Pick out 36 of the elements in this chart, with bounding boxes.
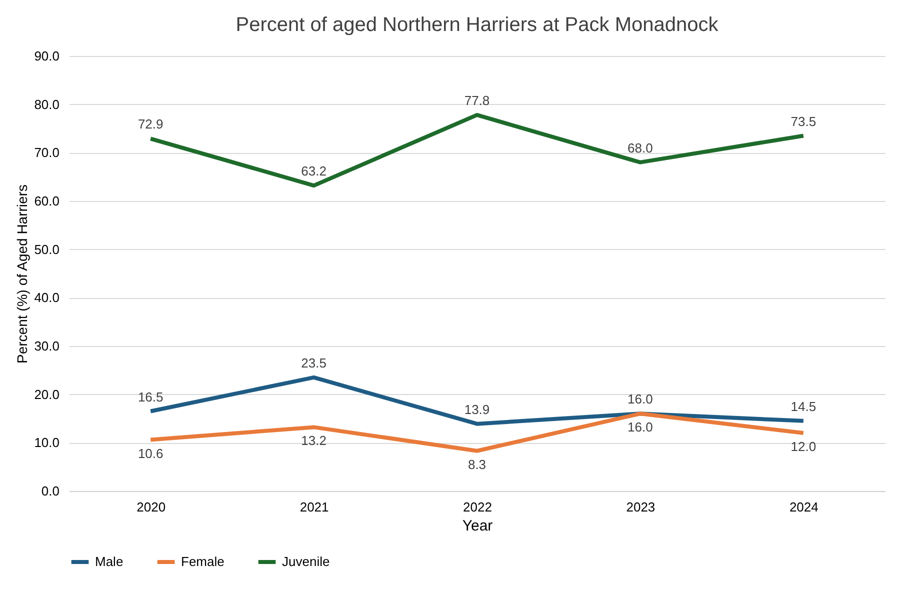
legend-label: Female bbox=[181, 554, 224, 569]
x-tick-label: 2023 bbox=[626, 500, 656, 514]
data-label: 10.6 bbox=[138, 446, 164, 461]
data-label: 14.5 bbox=[790, 398, 816, 414]
data-label: 13.2 bbox=[301, 433, 326, 448]
data-label: 8.3 bbox=[468, 456, 486, 472]
y-tick-label: 50.0 bbox=[34, 242, 60, 257]
y-tick-label: 20.0 bbox=[34, 386, 60, 402]
data-label: 23.5 bbox=[301, 355, 326, 370]
y-tick-label: 70.0 bbox=[34, 145, 60, 160]
data-label: 68.0 bbox=[628, 140, 653, 156]
y-tick-label: 40.0 bbox=[34, 290, 60, 306]
x-tick-label: 2024 bbox=[789, 500, 818, 514]
data-label: 77.8 bbox=[464, 92, 490, 108]
data-label: 13.9 bbox=[464, 402, 490, 417]
y-tick-label: 60.0 bbox=[34, 194, 60, 208]
y-tick-label: 0.0 bbox=[41, 484, 60, 498]
x-axis-title: Year bbox=[462, 518, 493, 534]
y-tick-label: 90.0 bbox=[34, 48, 60, 64]
data-label: 63.2 bbox=[301, 164, 326, 179]
legend-label: Juvenile bbox=[282, 554, 330, 569]
x-tick-label: 2020 bbox=[136, 500, 166, 514]
x-tick-label: 2021 bbox=[300, 500, 329, 514]
data-label: 16.0 bbox=[628, 392, 653, 407]
y-tick-label: 30.0 bbox=[34, 338, 60, 354]
legend-label: Male bbox=[95, 554, 124, 569]
x-tick-label: 2022 bbox=[463, 500, 492, 514]
y-tick-label: 80.0 bbox=[34, 96, 60, 112]
data-label: 16.5 bbox=[138, 389, 164, 404]
chart-title: Percent of aged Northern Harriers at Pack Monadnock bbox=[236, 14, 720, 36]
data-label: 72.9 bbox=[138, 116, 164, 132]
data-label: 16.0 bbox=[628, 420, 653, 435]
data-label: 12.0 bbox=[790, 439, 816, 454]
data-label: 73.5 bbox=[790, 114, 816, 129]
y-axis-title: Percent (%) of Aged Harriers bbox=[14, 184, 30, 364]
y-tick-label: 10.0 bbox=[34, 435, 60, 450]
